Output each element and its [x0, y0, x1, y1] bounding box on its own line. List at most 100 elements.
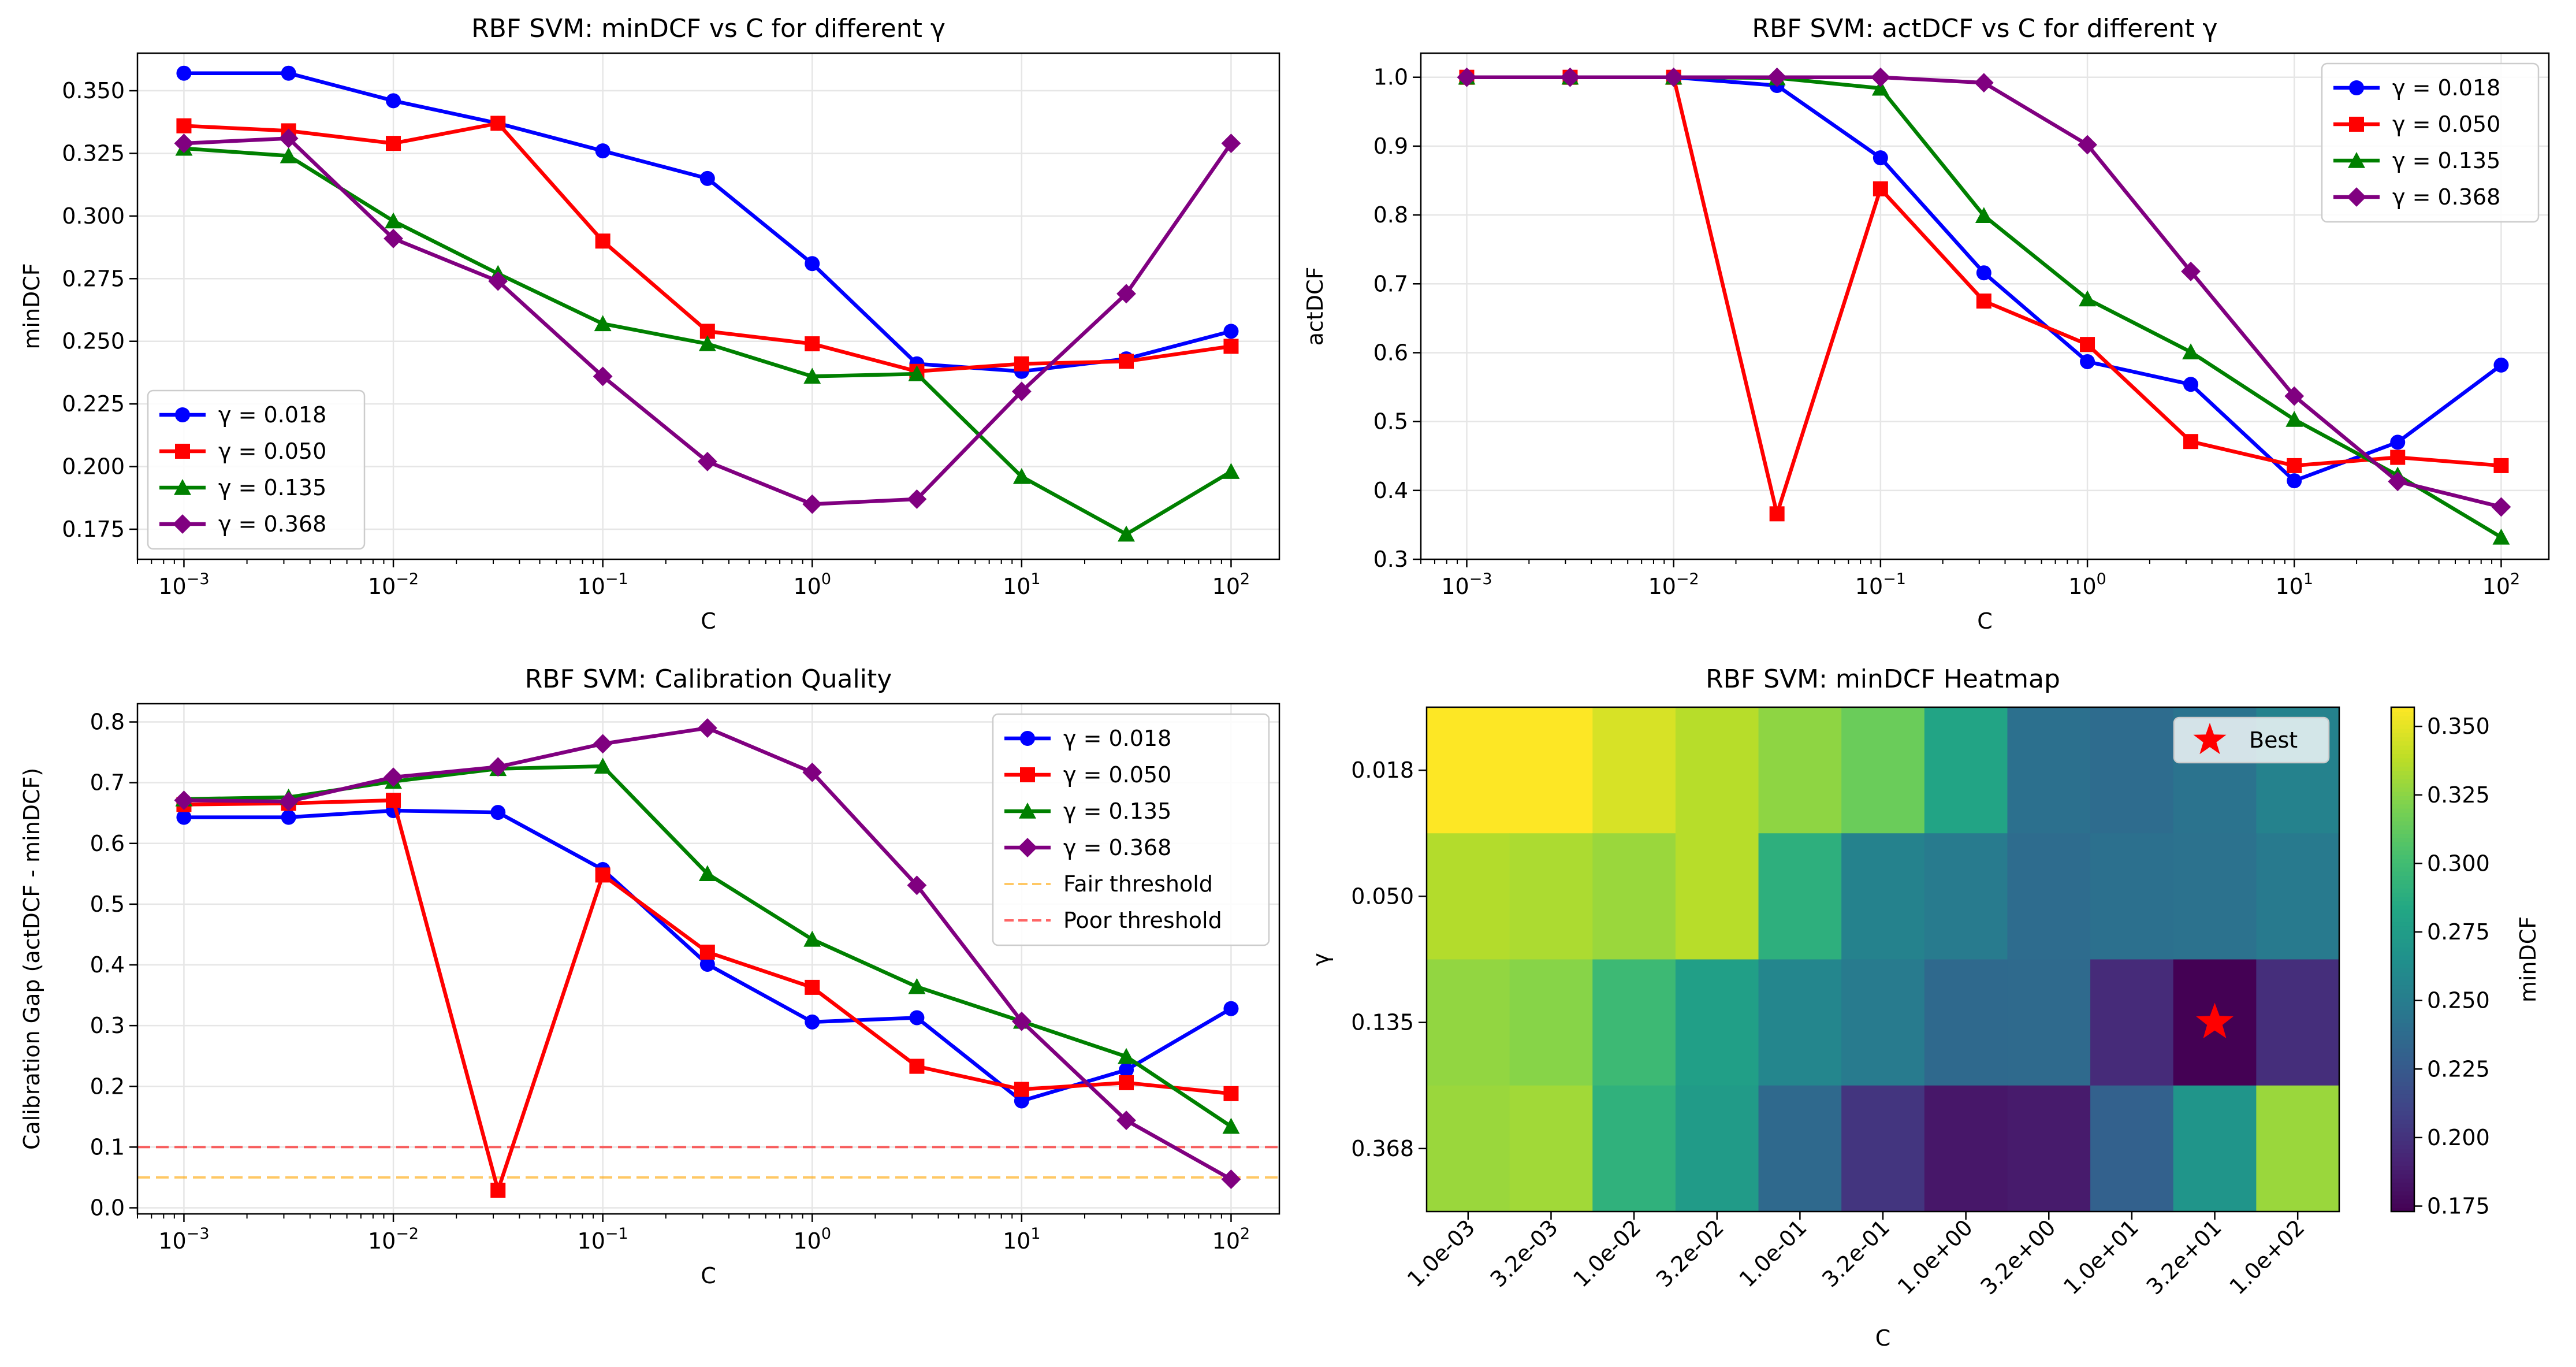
x-tick-exponent: −1	[605, 1225, 628, 1243]
data-point	[176, 809, 192, 825]
colorbar-segment	[2391, 959, 2414, 964]
data-point	[699, 956, 715, 972]
colorbar-segment	[2391, 1064, 2414, 1069]
colorbar-segment	[2391, 1005, 2414, 1011]
data-point	[278, 128, 299, 148]
colorbar-segment	[2391, 1153, 2414, 1158]
data-point	[281, 65, 296, 81]
colorbar-segment	[2391, 732, 2414, 737]
data-point	[1767, 67, 1787, 87]
data-point	[2080, 337, 2095, 352]
colorbar-segment	[2391, 1060, 2414, 1065]
colorbar-segment	[2391, 1123, 2414, 1128]
x-tick-label: 101	[1003, 1225, 1041, 1254]
data-point	[1870, 67, 1890, 87]
colorbar-segment	[2391, 774, 2414, 779]
colorbar-segment	[2391, 1043, 2414, 1049]
colorbar-segment	[2391, 1186, 2414, 1191]
heatmap-cell	[2007, 959, 2091, 1086]
data-point	[699, 170, 715, 186]
x-tick-base: 10	[2482, 574, 2510, 599]
data-point	[2287, 458, 2302, 473]
colorbar-segment	[2391, 1106, 2414, 1112]
colorbar-segment	[2391, 913, 2414, 918]
colorbar-segment	[2391, 1056, 2414, 1061]
colorbar-segment	[2391, 753, 2414, 759]
heatmap-cell	[2007, 1085, 2091, 1212]
heatmap-cell	[2173, 1085, 2257, 1212]
colorbar-segment	[2391, 1194, 2414, 1200]
chart-title: RBF SVM: actDCF vs C for different γ	[1752, 14, 2217, 43]
colorbar-segment	[2391, 875, 2414, 881]
colorbar-segment	[2391, 938, 2414, 943]
colorbar-segment	[2391, 985, 2414, 990]
colorbar-segment	[2391, 980, 2414, 986]
colorbar-segment	[2391, 719, 2414, 725]
colorbar: 0.175 0.200 0.225 0.250 0.275 0.300 0.325 0.350…	[2390, 706, 2541, 1219]
data-point	[1769, 506, 1785, 522]
data-point	[908, 978, 926, 994]
data-point	[1011, 1011, 1032, 1031]
colorbar-segment	[2391, 846, 2414, 851]
colorbar-segment	[2391, 833, 2414, 838]
colorbar-segment	[2391, 909, 2414, 914]
data-point	[490, 116, 506, 131]
colorbar-segment	[2391, 1207, 2414, 1212]
x-tick-exponent: −1	[1883, 570, 1906, 588]
colorbar-segment	[2391, 808, 2414, 813]
colorbar-segment	[2391, 837, 2414, 842]
colorbar-tick-label: 0.325	[2427, 782, 2490, 808]
colorbar-tick-label: 0.200	[2427, 1125, 2490, 1150]
heatmap-cell	[2256, 959, 2340, 1086]
y-tick-label: 1.0	[1373, 65, 1408, 90]
data-point	[1663, 67, 1684, 87]
x-tick-label: 10−1	[1855, 570, 1906, 599]
y-tick-label: 0.6	[90, 831, 125, 856]
data-point	[2493, 357, 2509, 373]
x-tick-label: 10−3	[1441, 570, 1492, 599]
data-point	[1871, 79, 1889, 96]
data-point	[698, 865, 716, 882]
data-point	[174, 133, 194, 154]
colorbar-segment	[2391, 1144, 2414, 1149]
legend-marker	[2349, 80, 2364, 95]
colorbar-segment	[2391, 1047, 2414, 1053]
x-tick-label: 10−1	[578, 570, 628, 599]
data-point	[907, 489, 927, 509]
data-point	[1457, 67, 1477, 87]
legend-marker	[2348, 152, 2365, 168]
colorbar-segment	[2391, 1199, 2414, 1204]
heatmap-cell	[2090, 833, 2174, 960]
colorbar-segment	[2391, 917, 2414, 923]
heatmap-cell	[1758, 833, 1842, 960]
colorbar-segment	[2391, 1035, 2414, 1040]
data-point	[1976, 265, 1991, 281]
x-tick-base: 10	[1212, 1228, 1240, 1254]
axes-frame	[136, 703, 1280, 1215]
heatmap-cell	[2256, 833, 2340, 960]
x-tick-label: 3.2e-03	[1486, 1214, 1563, 1292]
colorbar-segment	[2391, 950, 2414, 956]
colorbar-segment	[2391, 1173, 2414, 1179]
colorbar-segment	[2391, 782, 2414, 788]
colorbar-segment	[2391, 993, 2414, 998]
heatmap-cell	[1427, 707, 1510, 834]
data-point	[697, 451, 717, 471]
colorbar-segment	[2391, 1157, 2414, 1162]
heatmap-cell	[1509, 959, 1593, 1086]
colorbar-tick-label: 0.225	[2427, 1056, 2490, 1082]
colorbar-segment	[2391, 824, 2414, 830]
colorbar-segment	[2391, 900, 2414, 905]
x-tick-base: 10	[158, 1228, 186, 1254]
colorbar-segment	[2391, 1031, 2414, 1036]
heatmap-cell	[1841, 833, 1925, 960]
colorbar-segment	[2391, 795, 2414, 801]
colorbar-segment	[2391, 707, 2414, 712]
colorbar-frame	[2390, 706, 2415, 1213]
colorbar-segment	[2391, 1081, 2414, 1086]
x-tick-exponent: −3	[1469, 570, 1492, 588]
heatmap-cell	[1758, 707, 1842, 834]
data-point	[1221, 133, 1241, 154]
x-tick-label: 1.0e+02	[2224, 1214, 2309, 1299]
